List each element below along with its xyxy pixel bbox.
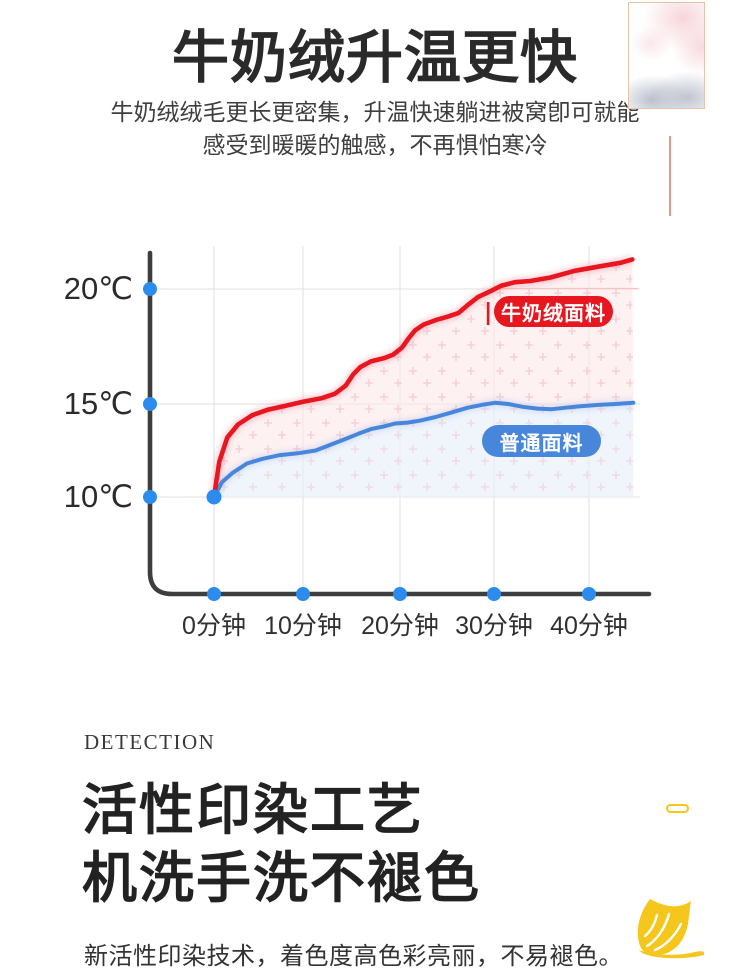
- watercolor-decoration-image: [628, 2, 705, 109]
- yellow-pill-decoration: [666, 804, 689, 813]
- leaf-veins: [643, 912, 683, 952]
- eyebrow-detection: DETECTION: [84, 730, 216, 754]
- page-subtitle: 牛奶绒绒毛更长更密集，升温快速躺进被窝卽可就能 感受到暖暖的触感，不再惧怕寒冷: [0, 96, 750, 162]
- red-badge-tick: [486, 302, 490, 325]
- axis-tick-dots: [143, 282, 596, 601]
- series-badge-milk-velvet: 牛奶绒面料: [494, 296, 613, 327]
- series-badge-milk-velvet-label: 牛奶绒面料: [501, 303, 606, 325]
- leaf-shape: [637, 899, 704, 959]
- subtitle-line-1: 牛奶绒绒毛更长更密集，升温快速躺进被窝卽可就能: [110, 99, 640, 125]
- ordinary-fabric-line: [212, 400, 636, 499]
- x-tick-10min: 10分钟: [264, 612, 342, 640]
- section-body-text: 新活性印染技术，着色度高色彩亮丽，不易褪色。: [84, 943, 623, 970]
- page-title: 牛奶绒升温更快: [172, 26, 578, 90]
- section-title: 活性印染工艺 机洗手洗不褪色: [82, 776, 481, 912]
- section-title-line-1: 活性印染工艺: [82, 779, 425, 841]
- y-tick-20c: 20℃: [63, 271, 133, 306]
- vertical-divider-line: [669, 136, 671, 216]
- milk-velvet-line: [211, 257, 635, 500]
- x-tick-40min: 40分钟: [550, 612, 628, 640]
- subtitle-line-2: 感受到暖暖的触感，不再惧怕寒冷: [202, 132, 548, 158]
- x-tick-0min: 0分钟: [182, 612, 246, 640]
- x-tick-30min: 30分钟: [455, 612, 533, 640]
- chart-axes: [147, 250, 652, 597]
- x-tick-20min: 20分钟: [361, 612, 439, 640]
- series-badge-ordinary-fabric: 普通面料: [482, 425, 601, 457]
- section-title-line-2: 机洗手洗不褪色: [82, 847, 482, 909]
- leaf-icon: [637, 899, 704, 959]
- y-tick-15c: 15℃: [63, 386, 133, 421]
- series-badge-ordinary-fabric-label: 普通面料: [499, 432, 584, 455]
- y-tick-10c: 10℃: [63, 479, 133, 514]
